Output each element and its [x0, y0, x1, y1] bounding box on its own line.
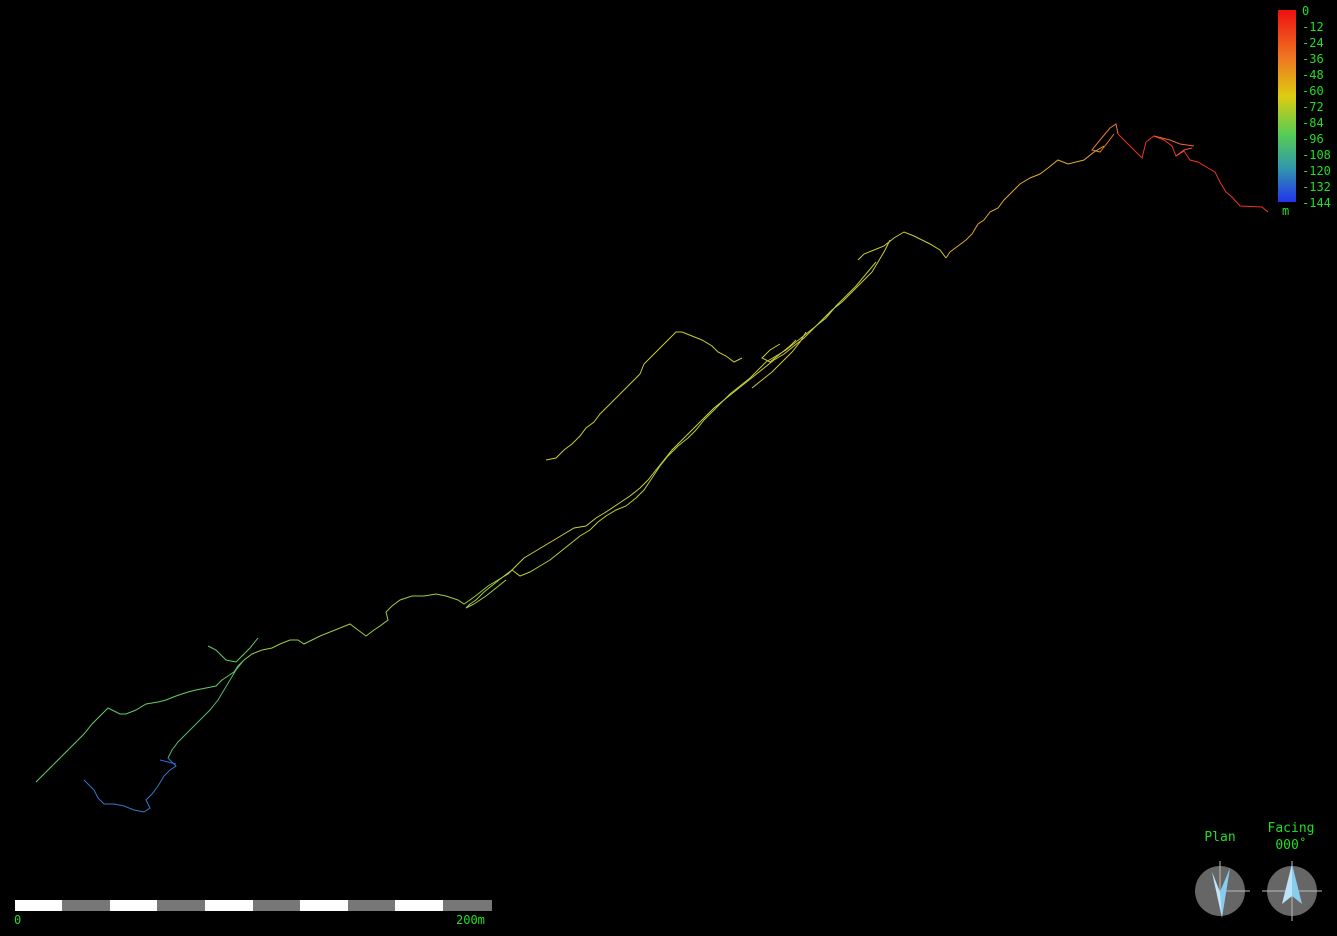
survey-leg	[167, 659, 245, 759]
survey-leg	[35, 659, 245, 783]
survey-leg	[507, 239, 891, 575]
facing-compass[interactable]	[1262, 861, 1322, 921]
scale-bar-start-label: 0	[14, 913, 22, 927]
plan-compass[interactable]	[1195, 861, 1250, 918]
survey-leg	[1117, 133, 1269, 213]
plan-label: Plan	[1204, 830, 1236, 845]
scale-bar-end-label: 200m	[456, 913, 485, 927]
depth-legend-tick: -60	[1302, 84, 1324, 98]
survey-leg	[761, 339, 797, 363]
survey-leg	[465, 575, 507, 609]
facing-value: 000˚	[1275, 838, 1307, 853]
scale-bar	[15, 900, 492, 911]
survey-leg	[243, 573, 509, 661]
depth-legend-tick: -120	[1302, 164, 1331, 178]
depth-legend-colorbar	[1278, 10, 1296, 202]
depth-legend-unit: m	[1282, 204, 1290, 218]
facing-compass-arrow-icon	[1282, 864, 1302, 904]
survey-legs	[35, 123, 1269, 813]
survey-leg	[159, 759, 177, 765]
survey-leg	[83, 757, 177, 813]
survey-leg	[207, 637, 259, 663]
depth-legend-tick: -72	[1302, 100, 1324, 114]
survey-leg	[945, 145, 1105, 259]
depth-legend-tick: -12	[1302, 20, 1324, 34]
depth-legend-tick: -84	[1302, 116, 1324, 130]
depth-legend-tick: -36	[1302, 52, 1324, 66]
survey-leg	[1175, 147, 1193, 157]
depth-legend-tick: -24	[1302, 36, 1324, 50]
plan-compass-needle-icon	[1212, 868, 1230, 918]
depth-legend-tick: -144	[1302, 196, 1331, 210]
depth-legend-tick: -96	[1302, 132, 1324, 146]
depth-legend-tick: -132	[1302, 180, 1331, 194]
depth-legend-tick: 0	[1302, 4, 1310, 18]
survey-leg	[545, 331, 743, 461]
survey-leg	[1091, 123, 1119, 153]
depth-legend-tick: -48	[1302, 68, 1324, 82]
survey-leg	[1153, 135, 1195, 147]
survey-leg	[503, 261, 877, 577]
facing-label: Facing	[1267, 821, 1315, 836]
survey-leg	[751, 331, 807, 389]
survey-leg	[857, 231, 947, 261]
depth-legend-tick: -108	[1302, 148, 1331, 162]
